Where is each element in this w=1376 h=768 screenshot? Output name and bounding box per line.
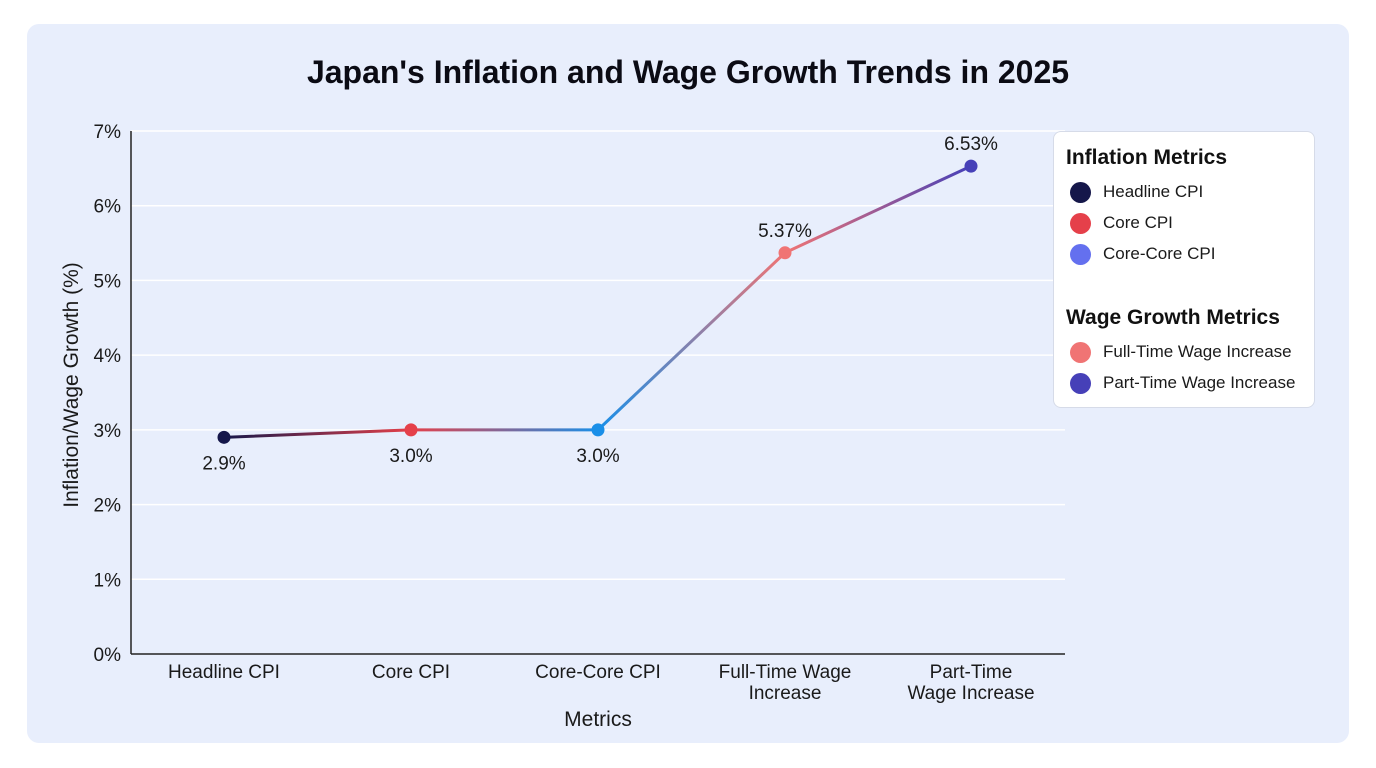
legend-item-headline-cpi: Headline CPI (1070, 180, 1203, 204)
legend-marker-headline-cpi (1070, 181, 1091, 203)
legend-item-full-time-wage: Full-Time Wage Increase (1070, 340, 1292, 364)
legend: Inflation Metrics Headline CPI Core CPI … (1053, 131, 1315, 408)
chart-title: Japan's Inflation and Wage Growth Trends… (306, 54, 1070, 90)
data-label: 3.0% (576, 446, 619, 467)
x-tick-label: Full-Time Wage Increase (719, 662, 852, 704)
data-point (217, 430, 231, 444)
data-label: 5.37% (758, 221, 812, 242)
legend-group-title-inflation: Inflation Metrics (1066, 146, 1228, 169)
legend-marker-core-cpi (1070, 212, 1091, 234)
legend-item-core-cpi: Core CPI (1070, 211, 1173, 235)
line-segment (222, 428, 413, 439)
data-point (404, 423, 418, 437)
legend-label-full-time-wage: Full-Time Wage Increase (1103, 342, 1292, 361)
legend-item-part-time-wage: Part-Time Wage Increase (1070, 371, 1295, 395)
legend-label-headline-cpi: Headline CPI (1103, 182, 1204, 201)
y-tick-label: 1% (94, 570, 122, 591)
legend-label-part-time-wage: Part-Time Wage Increase (1103, 373, 1296, 392)
legend-marker-core-core-cpi (1070, 243, 1091, 265)
y-tick-label: 2% (94, 496, 122, 517)
x-tick-label: Headline CPI (168, 662, 280, 683)
y-tick-label: 6% (94, 197, 122, 218)
legend-label-core-core-cpi: Core-Core CPI (1103, 244, 1216, 263)
x-axis-title: Metrics (564, 708, 632, 731)
y-tick-label: 3% (94, 421, 122, 442)
legend-marker-full-time-wage (1070, 341, 1091, 363)
line-segment (783, 164, 973, 255)
legend-item-core-core-cpi: Core-Core CPI (1070, 242, 1215, 266)
data-point (591, 423, 605, 437)
x-tick-label: Core-Core CPI (535, 662, 661, 683)
y-axis-title: Inflation/Wage Growth (%) (60, 262, 83, 507)
legend-group-title-wage: Wage Growth Metrics (1066, 306, 1280, 329)
line-segment (596, 251, 787, 432)
x-tick-label: Part-Time Wage Increase (907, 662, 1034, 704)
data-label: 6.53% (944, 134, 998, 155)
legend-marker-part-time-wage (1070, 372, 1091, 394)
y-tick-label: 4% (94, 346, 122, 367)
data-point (778, 246, 792, 260)
data-point (964, 159, 978, 173)
y-tick-label: 0% (94, 645, 122, 666)
data-label: 3.0% (389, 446, 432, 467)
data-label: 2.9% (202, 453, 245, 474)
y-tick-label: 5% (94, 271, 122, 292)
y-tick-label: 7% (94, 122, 122, 143)
x-tick-label: Core CPI (372, 662, 450, 683)
legend-label-core-cpi: Core CPI (1103, 213, 1173, 232)
